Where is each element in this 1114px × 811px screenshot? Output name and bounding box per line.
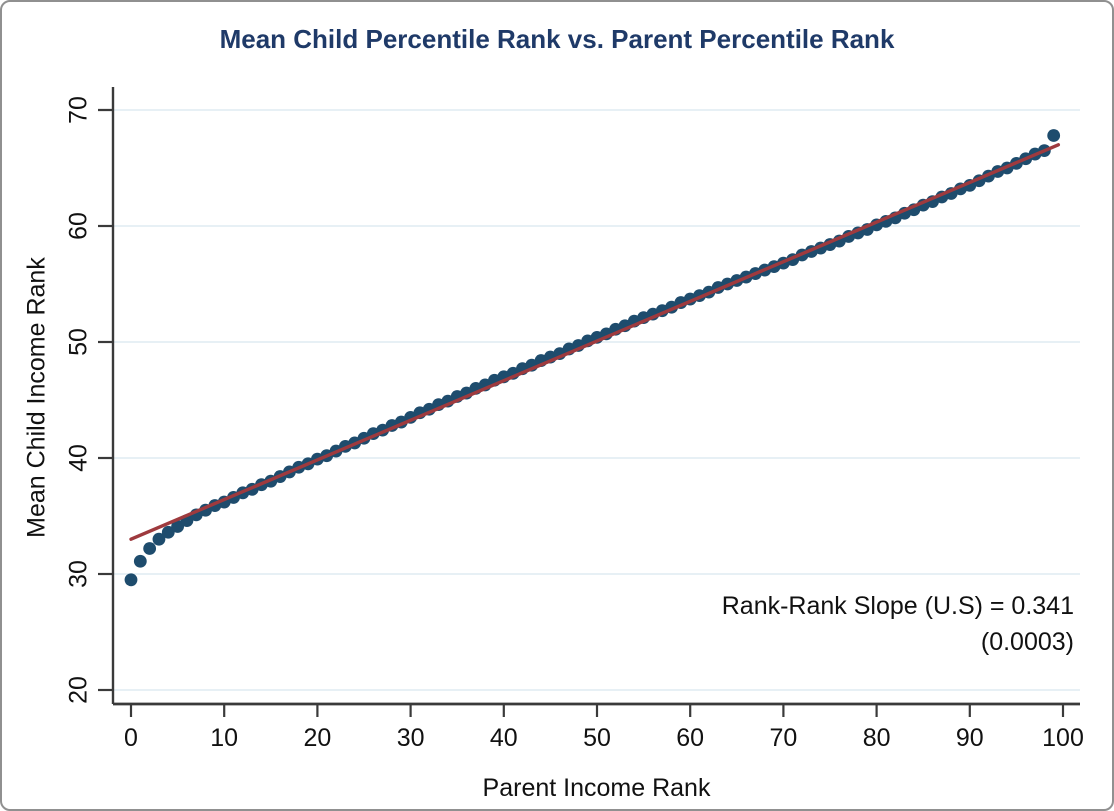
x-tick-label: 10 xyxy=(210,724,238,752)
chart-title: Mean Child Percentile Rank vs. Parent Pe… xyxy=(219,24,895,54)
x-tick-label: 90 xyxy=(956,724,984,752)
data-point xyxy=(143,542,157,555)
x-tick-label: 0 xyxy=(124,724,138,752)
y-tick-label: 70 xyxy=(65,96,93,124)
y-tick-label: 40 xyxy=(65,444,93,472)
data-point xyxy=(152,532,166,546)
fit-line xyxy=(129,143,1061,541)
x-tick-label: 70 xyxy=(769,724,797,752)
slope-annotation: Rank-Rank Slope (U.S) = 0.341 (0.0003) xyxy=(722,588,1074,660)
slope-annotation-line1: Rank-Rank Slope (U.S) = 0.341 xyxy=(721,592,1074,620)
x-axis-label: Parent Income Rank xyxy=(482,774,711,802)
x-tick-label: 100 xyxy=(1042,724,1084,752)
data-point xyxy=(124,573,138,587)
x-tick-label: 30 xyxy=(397,724,425,752)
x-tick-label: 60 xyxy=(676,724,704,752)
data-point xyxy=(1047,129,1061,142)
data-point xyxy=(171,520,185,533)
y-tick-label: 20 xyxy=(65,676,93,704)
x-tick-label: 40 xyxy=(490,724,518,752)
x-tick-label: 20 xyxy=(303,724,331,752)
y-tick-label: 30 xyxy=(65,560,93,588)
y-axis-label: Mean Child Income Rank xyxy=(22,257,51,538)
slope-annotation-line2: (0.0003) xyxy=(980,628,1074,656)
data-point xyxy=(161,525,175,539)
x-tick-label: 50 xyxy=(583,724,611,752)
data-point xyxy=(133,554,147,568)
x-tick-label: 80 xyxy=(863,724,891,752)
y-tick-label: 50 xyxy=(65,328,93,356)
y-tick-label: 60 xyxy=(65,212,93,240)
